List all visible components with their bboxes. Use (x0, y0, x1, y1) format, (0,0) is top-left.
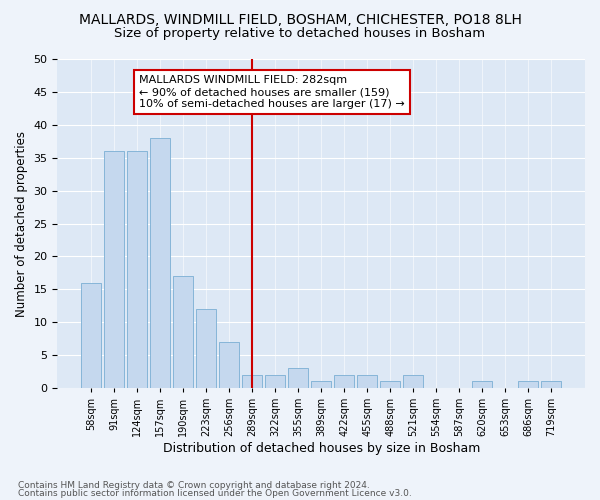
Bar (173, 276, 193, 388)
Bar (242, 375, 262, 388)
Text: Contains HM Land Registry data © Crown copyright and database right 2024.: Contains HM Land Registry data © Crown c… (18, 480, 370, 490)
Text: MALLARDS, WINDMILL FIELD, BOSHAM, CHICHESTER, PO18 8LH: MALLARDS, WINDMILL FIELD, BOSHAM, CHICHE… (79, 12, 521, 26)
Bar (289, 368, 308, 388)
Y-axis label: Number of detached properties: Number of detached properties (15, 130, 28, 316)
Bar (541, 382, 561, 388)
Bar (220, 342, 239, 388)
Bar (151, 138, 170, 388)
Bar (380, 382, 400, 388)
Bar (518, 382, 538, 388)
Text: Contains public sector information licensed under the Open Government Licence v3: Contains public sector information licen… (18, 489, 412, 498)
Bar (403, 375, 423, 388)
Bar (82, 282, 101, 388)
Bar (334, 375, 354, 388)
Bar (472, 382, 492, 388)
Bar (358, 375, 377, 388)
Bar (127, 151, 147, 388)
Bar (265, 375, 285, 388)
Bar (104, 151, 124, 388)
X-axis label: Distribution of detached houses by size in Bosham: Distribution of detached houses by size … (163, 442, 480, 455)
Bar (196, 309, 216, 388)
Text: MALLARDS WINDMILL FIELD: 282sqm
← 90% of detached houses are smaller (159)
10% o: MALLARDS WINDMILL FIELD: 282sqm ← 90% of… (139, 76, 405, 108)
Text: Size of property relative to detached houses in Bosham: Size of property relative to detached ho… (115, 28, 485, 40)
Bar (311, 382, 331, 388)
